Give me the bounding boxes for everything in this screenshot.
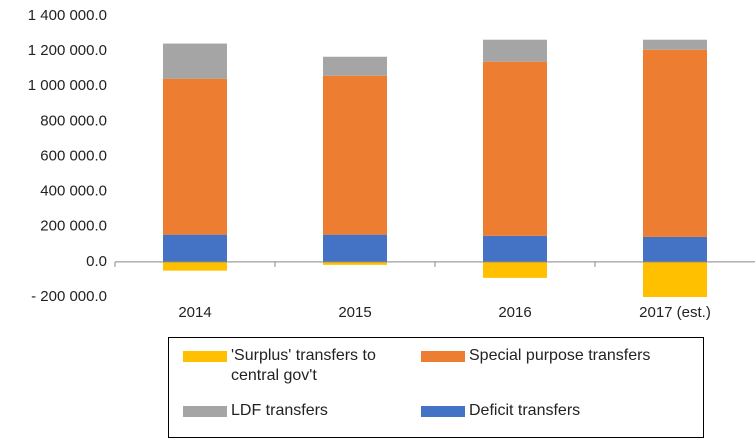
bar-segment — [483, 261, 547, 278]
x-tick-label: 2016 — [498, 304, 531, 321]
bar-segment — [483, 235, 547, 262]
legend-label: LDF transfers — [231, 402, 328, 419]
y-tick-label: 200 000.0 — [40, 218, 107, 235]
bar-segment — [163, 261, 227, 271]
y-tick-label: 1 200 000.0 — [28, 42, 107, 59]
bar-segment — [163, 43, 227, 79]
legend: 'Surplus' transfers to central gov't Spec… — [168, 337, 704, 438]
legend-swatch — [183, 406, 227, 417]
bar-segment — [323, 75, 387, 235]
bar-segment — [483, 61, 547, 236]
chart: - 200 000.0 0.0 200 000.0 400 000.0 600 000.… — [28, 7, 755, 321]
y-tick-label: 400 000.0 — [40, 183, 107, 200]
legend-swatch — [421, 351, 465, 362]
y-tick-label: 1 000 000.0 — [28, 77, 107, 94]
bar-segment — [643, 261, 707, 297]
x-tick-label: 2015 — [338, 304, 371, 321]
legend-item: Deficit transfers — [421, 401, 701, 421]
legend-swatch — [183, 351, 227, 362]
bar-segment — [323, 56, 387, 76]
bar-segment — [163, 234, 227, 262]
y-tick-label: 600 000.0 — [40, 147, 107, 164]
bar-segment — [163, 78, 227, 235]
bar-segment — [643, 49, 707, 237]
legend-label: 'Surplus' transfers to central gov't — [231, 347, 376, 384]
bar-segment — [323, 261, 387, 265]
bar-segment — [323, 234, 387, 262]
legend-swatch — [421, 406, 465, 417]
y-tick-label: 0.0 — [86, 253, 107, 270]
y-tick-label: 800 000.0 — [40, 112, 107, 129]
y-tick-label: - 200 000.0 — [31, 288, 107, 305]
y-tick-label: 1 400 000.0 — [28, 7, 107, 24]
legend-item: Special purpose transfers — [421, 346, 701, 366]
bar-segment — [643, 39, 707, 50]
legend-item: 'Surplus' transfers to central gov't — [183, 346, 413, 386]
legend-label: Special purpose transfers — [469, 347, 651, 364]
legend-label: Deficit transfers — [469, 402, 581, 419]
legend-item: LDF transfers — [183, 401, 413, 421]
x-tick-label: 2017 (est.) — [639, 304, 711, 321]
bar-segment — [643, 236, 707, 262]
x-tick-label: 2014 — [178, 304, 211, 321]
bar-segment — [483, 39, 547, 62]
